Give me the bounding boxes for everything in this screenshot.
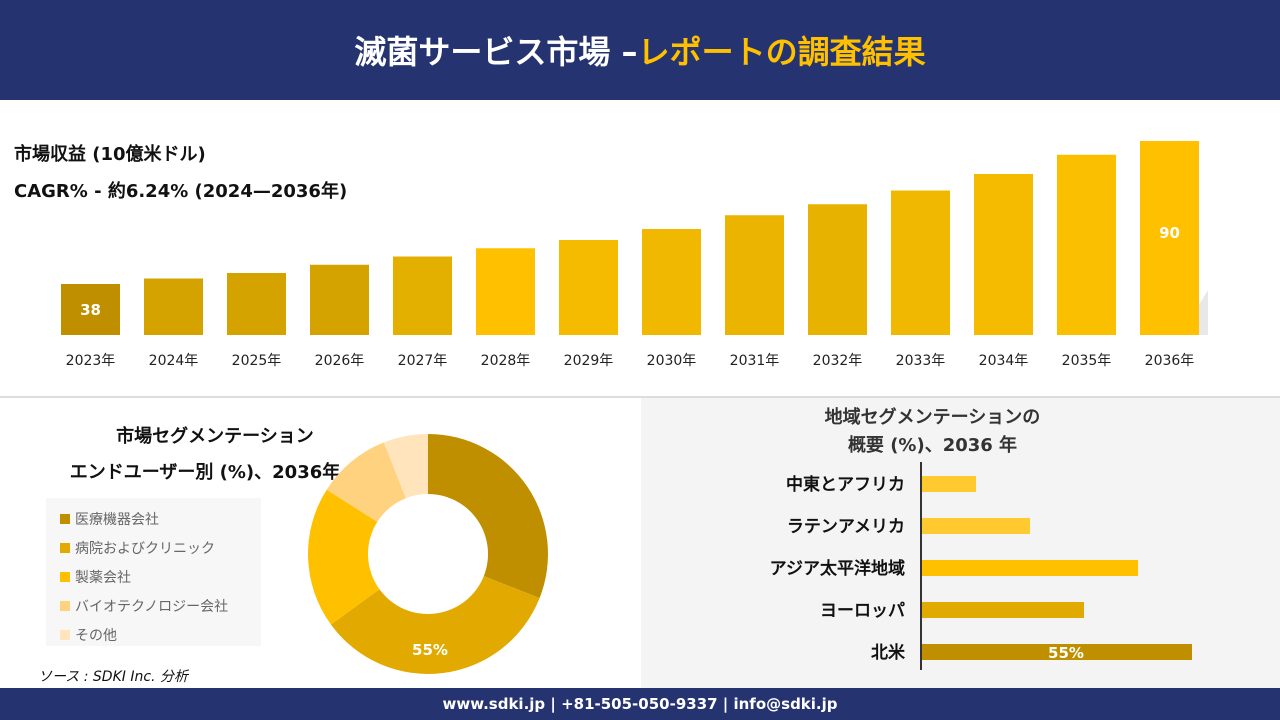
revenue-bar (974, 174, 1033, 335)
legend-swatch (60, 542, 70, 553)
region-title-line1: 地域セグメンテーションの (824, 407, 1041, 428)
revenue-bar (725, 215, 784, 335)
revenue-bar (61, 284, 120, 335)
bar-data-label: 38 (80, 301, 101, 319)
pie-legend: 医療機器会社病院およびクリニック 製薬会社バイオテクノロジー会社 その他 (46, 498, 261, 646)
revenue-label: 市場収益 (10億米ドル) (14, 144, 206, 165)
footer-contact: www.sdki.jp | +81-505-050-9337 | info@sd… (0, 688, 1280, 720)
legend-item: 製薬会社 (60, 562, 247, 591)
legend-swatch (60, 600, 70, 611)
legend-label: 製薬会社 (75, 569, 131, 586)
pie-title-line2: エンドユーザー別 (%)、2036年 (69, 462, 341, 483)
revenue-bar (227, 273, 286, 335)
end-user-segment-panel: 市場セグメンテーション エンドユーザー別 (%)、2036年 医療機器会社病院お… (0, 398, 638, 688)
legend-item: 医療機器会社 (60, 504, 247, 533)
year-tick-label: 2026年 (315, 353, 365, 369)
region-segment-panel: 地域セグメンテーションの 概要 (%)、2036 年 中東とアフリカ ラテンアメリ… (641, 398, 1280, 688)
donut-slice (326, 442, 406, 522)
donut-slice (330, 576, 540, 674)
legend-item: その他 (60, 620, 247, 649)
revenue-bar (559, 240, 618, 335)
legend-label: その他 (75, 627, 117, 644)
region-label: 中東とアフリカ (786, 474, 905, 495)
cagr-label: CAGR% - 約6.24% (2024—2036年) (14, 181, 348, 202)
end-user-donut-chart: 55% (308, 434, 548, 674)
donut-data-label: 55% (412, 641, 448, 659)
year-tick-label: 2031年 (730, 353, 780, 369)
region-label: 北米 (871, 642, 906, 663)
page-title: 滅菌サービス市場 – (354, 33, 638, 71)
year-tick-label: 2027年 (398, 353, 448, 369)
region-bar (922, 560, 1138, 576)
region-bar (922, 518, 1030, 534)
region-label: ラテンアメリカ (787, 517, 905, 537)
region-label: ヨーロッパ (820, 601, 905, 621)
region-data-label: 55% (1048, 644, 1084, 662)
revenue-bar (642, 229, 701, 335)
bar-data-label: 90 (1159, 224, 1180, 242)
revenue-bar (393, 256, 452, 335)
year-tick-label: 2025年 (232, 353, 282, 369)
revenue-bar (476, 248, 535, 335)
region-bar (922, 644, 1192, 660)
legend-label: 病院およびクリニック (75, 540, 215, 557)
year-tick-label: 2034年 (979, 353, 1029, 369)
revenue-bar (891, 190, 950, 335)
region-label: アジア太平洋地域 (770, 558, 905, 579)
legend-swatch (60, 513, 70, 524)
pie-title-line1: 市場セグメンテーション (116, 426, 314, 447)
year-tick-label: 2029年 (564, 353, 614, 369)
year-tick-label: 2023年 (66, 353, 116, 369)
year-tick-label: 2036年 (1145, 353, 1195, 369)
legend-swatch (60, 571, 70, 582)
year-tick-label: 2035年 (1062, 353, 1112, 369)
revenue-bar (144, 278, 203, 335)
revenue-bar (1057, 154, 1116, 335)
revenue-bar (808, 204, 867, 335)
divider (0, 396, 1280, 398)
legend-label: バイオテクノロジー会社 (75, 598, 229, 615)
region-bar (922, 476, 976, 492)
page-title-accent: レポートの調査結果 (637, 33, 926, 71)
year-tick-label: 2032年 (813, 353, 863, 369)
year-tick-label: 2033年 (896, 353, 946, 369)
donut-slice (428, 434, 548, 599)
revenue-section: 2023年 38 2024年 2025年 2026年 2027年 2028年 2029年 203… (0, 100, 1280, 395)
source-note: ソース : SDKI Inc. 分析 (38, 669, 188, 685)
donut-slice (308, 489, 380, 625)
region-title-line2: 概要 (%)、2036 年 (847, 435, 1018, 456)
header-banner: 滅菌サービス市場 – レポートの調査結果 (0, 0, 1280, 100)
revenue-bar (1140, 141, 1199, 335)
donut-slice (383, 434, 428, 499)
year-tick-label: 2024年 (149, 353, 199, 369)
revenue-bar (310, 264, 369, 335)
revenue-bar-chart: 2023年 38 2024年 2025年 2026年 2027年 2028年 2029年 203… (60, 141, 1208, 369)
year-tick-label: 2028年 (481, 353, 531, 369)
legend-label: 医療機器会社 (75, 511, 159, 528)
region-bar (922, 602, 1084, 618)
legend-item: バイオテクノロジー会社 (60, 591, 247, 620)
year-tick-label: 2030年 (647, 353, 697, 369)
legend-swatch (60, 629, 70, 640)
legend-item: 病院およびクリニック (60, 533, 247, 562)
